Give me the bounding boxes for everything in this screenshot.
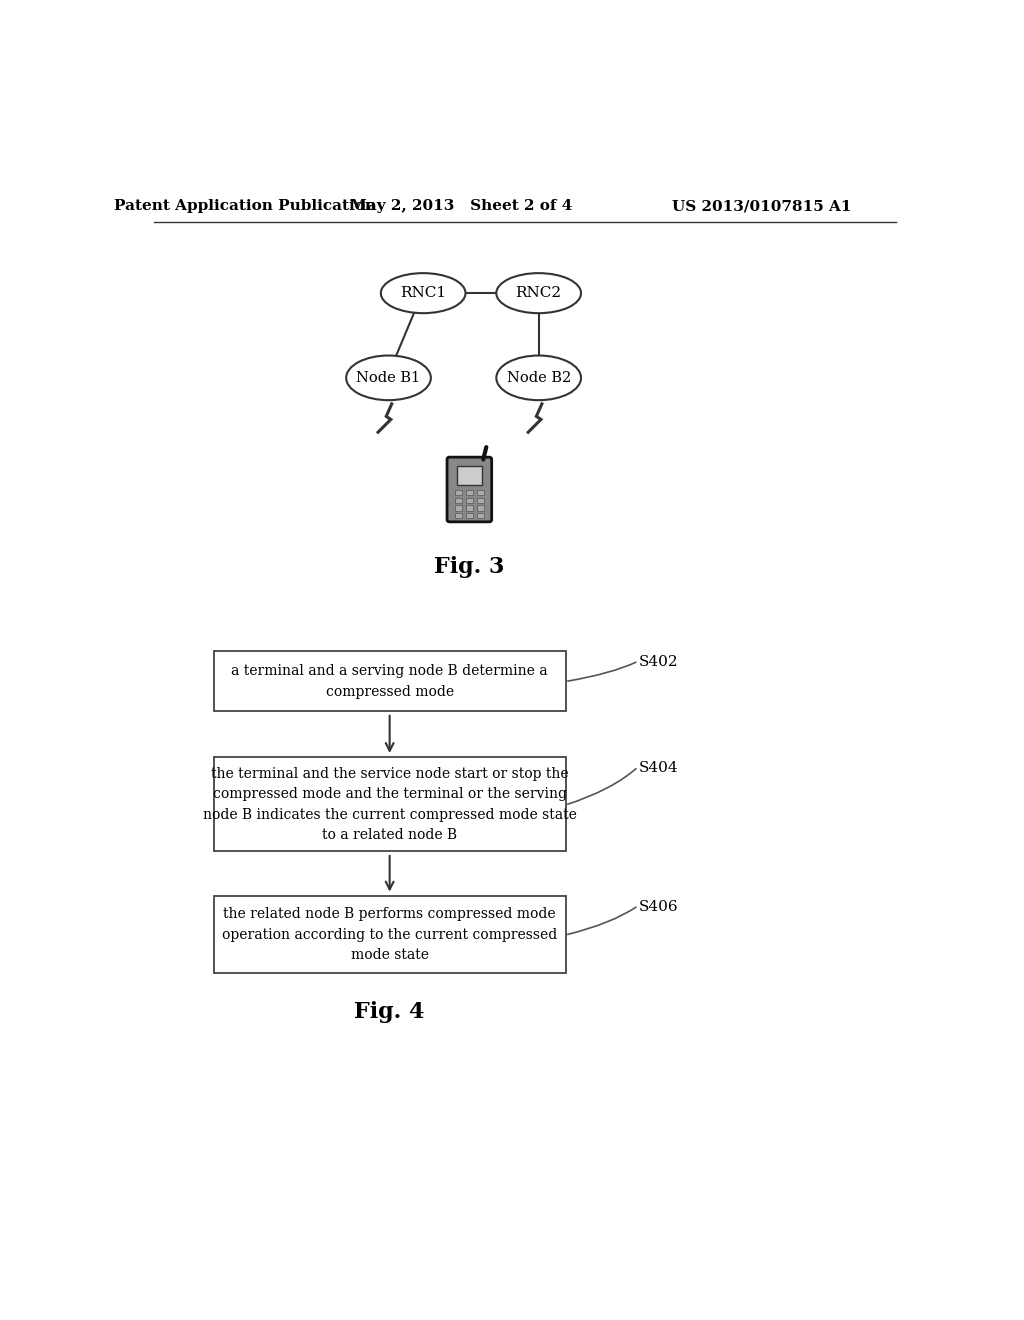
Ellipse shape (346, 355, 431, 400)
FancyBboxPatch shape (455, 506, 462, 511)
Text: Fig. 4: Fig. 4 (354, 1001, 425, 1023)
Text: Node B2: Node B2 (507, 371, 570, 385)
FancyBboxPatch shape (214, 758, 565, 851)
FancyBboxPatch shape (477, 506, 483, 511)
Text: RNC1: RNC1 (400, 286, 446, 300)
Text: US 2013/0107815 A1: US 2013/0107815 A1 (672, 199, 852, 213)
FancyBboxPatch shape (457, 466, 481, 484)
FancyBboxPatch shape (466, 506, 473, 511)
FancyBboxPatch shape (466, 513, 473, 519)
Ellipse shape (497, 273, 581, 313)
FancyBboxPatch shape (214, 651, 565, 711)
FancyBboxPatch shape (477, 513, 483, 519)
Text: RNC2: RNC2 (516, 286, 562, 300)
FancyBboxPatch shape (214, 896, 565, 973)
Text: S402: S402 (639, 655, 678, 669)
Text: the terminal and the service node start or stop the
compressed mode and the term: the terminal and the service node start … (203, 767, 577, 842)
FancyBboxPatch shape (455, 498, 462, 503)
Text: May 2, 2013   Sheet 2 of 4: May 2, 2013 Sheet 2 of 4 (350, 199, 572, 213)
Text: S404: S404 (639, 762, 678, 775)
FancyBboxPatch shape (466, 498, 473, 503)
Text: S406: S406 (639, 900, 678, 913)
Text: Patent Application Publication: Patent Application Publication (114, 199, 376, 213)
Text: Fig. 3: Fig. 3 (434, 556, 505, 578)
FancyBboxPatch shape (447, 457, 492, 521)
Text: Node B1: Node B1 (356, 371, 421, 385)
Text: the related node B performs compressed mode
operation according to the current c: the related node B performs compressed m… (222, 907, 557, 962)
FancyBboxPatch shape (455, 513, 462, 519)
Text: a terminal and a serving node B determine a
compressed mode: a terminal and a serving node B determin… (231, 664, 548, 698)
FancyBboxPatch shape (455, 490, 462, 495)
Ellipse shape (497, 355, 581, 400)
Ellipse shape (381, 273, 466, 313)
FancyBboxPatch shape (477, 498, 483, 503)
FancyBboxPatch shape (466, 490, 473, 495)
FancyBboxPatch shape (477, 490, 483, 495)
